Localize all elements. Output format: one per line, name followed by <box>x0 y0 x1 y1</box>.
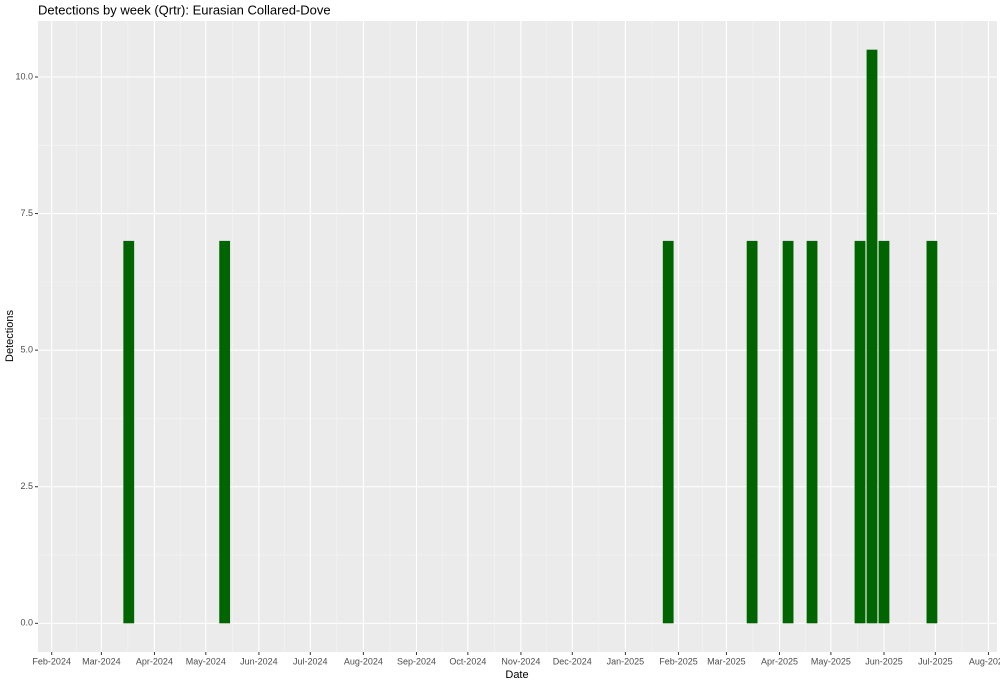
y-axis-title: Detections <box>4 310 16 362</box>
bar <box>878 240 890 624</box>
bar <box>123 240 135 624</box>
x-tick-label: Aug-2025 <box>969 656 1000 666</box>
x-tick-label: Sep-2024 <box>397 656 436 666</box>
x-tick-label: May-2024 <box>186 656 226 666</box>
bar <box>866 49 878 624</box>
x-axis-title: Date <box>505 669 528 681</box>
x-tick-label: Jul-2024 <box>293 656 328 666</box>
x-tick-label: Nov-2024 <box>501 656 540 666</box>
bar <box>806 240 818 624</box>
x-tick-label: Mar-2024 <box>82 656 121 666</box>
y-tick-label: 7.5 <box>20 208 33 218</box>
x-tick-label: Jul-2025 <box>918 656 953 666</box>
bar <box>926 240 938 624</box>
panel-background <box>38 21 997 652</box>
bar <box>854 240 866 624</box>
x-tick-label: May-2025 <box>811 656 851 666</box>
bar <box>662 240 674 624</box>
bar <box>782 240 794 624</box>
x-tick-label: Feb-2025 <box>659 656 698 666</box>
x-tick-label: Feb-2024 <box>32 656 71 666</box>
x-tick-label: Apr-2024 <box>136 656 173 666</box>
y-tick-label: 10.0 <box>15 71 33 81</box>
x-tick-label: Oct-2024 <box>449 656 486 666</box>
x-tick-label: Jun-2025 <box>865 656 903 666</box>
x-tick-label: Aug-2024 <box>344 656 383 666</box>
x-tick-label: Mar-2025 <box>707 656 746 666</box>
bar <box>746 240 758 624</box>
x-tick-label: Jun-2024 <box>240 656 278 666</box>
y-tick-label: 5.0 <box>20 345 33 355</box>
y-tick-label: 0.0 <box>20 618 33 628</box>
x-tick-label: Apr-2025 <box>761 656 798 666</box>
y-tick-label: 2.5 <box>20 481 33 491</box>
x-tick-label: Dec-2024 <box>553 656 592 666</box>
bar <box>219 240 231 624</box>
x-tick-label: Jan-2025 <box>607 656 645 666</box>
chart-title: Detections by week (Qrtr): Eurasian Coll… <box>38 2 331 17</box>
